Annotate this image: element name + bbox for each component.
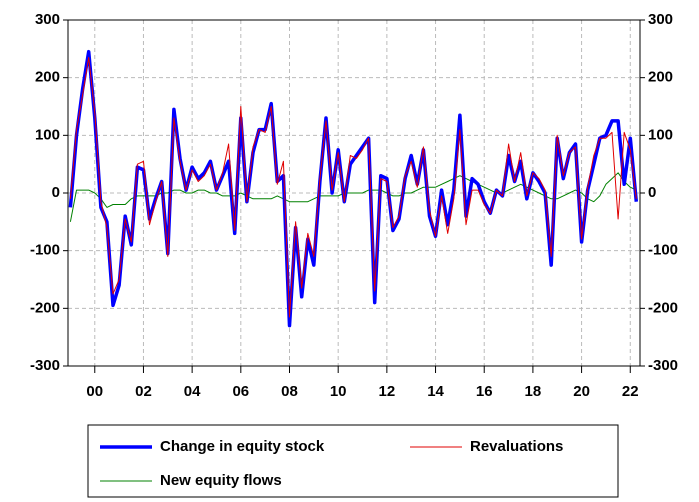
y-tick-label: -200 xyxy=(30,299,60,316)
x-tick-label: 12 xyxy=(379,383,396,400)
y2-tick-label: -100 xyxy=(648,242,678,259)
legend-label: New equity flows xyxy=(160,472,282,489)
y-tick-label: -300 xyxy=(30,357,60,374)
y-tick-label: 0 xyxy=(52,184,60,201)
y2-tick-label: -200 xyxy=(648,299,678,316)
series-line xyxy=(69,172,637,222)
y2-tick-label: 0 xyxy=(648,184,656,201)
x-tick-label: 18 xyxy=(525,383,542,400)
y2-tick-label: 300 xyxy=(648,11,673,28)
x-tick-label: 08 xyxy=(281,383,298,400)
series-line xyxy=(68,49,639,328)
x-tick-label: 22 xyxy=(622,383,639,400)
x-tick-label: 14 xyxy=(427,383,444,400)
y-tick-label: 300 xyxy=(35,11,60,28)
plot-frame xyxy=(67,19,641,367)
legend-box xyxy=(87,424,619,498)
x-tick-label: 04 xyxy=(184,383,201,400)
x-tick-label: 10 xyxy=(330,383,347,400)
y-tick-label: -100 xyxy=(30,242,60,259)
y2-tick-label: -300 xyxy=(648,357,678,374)
y-tick-label: 200 xyxy=(35,69,60,86)
series-line xyxy=(69,57,637,318)
legend-label: Change in equity stock xyxy=(160,438,325,455)
x-tick-label: 16 xyxy=(476,383,493,400)
y2-tick-label: 100 xyxy=(648,126,673,143)
y2-tick-label: 200 xyxy=(648,69,673,86)
x-tick-label: 06 xyxy=(232,383,249,400)
x-tick-label: 02 xyxy=(135,383,152,400)
y-tick-label: 100 xyxy=(35,126,60,143)
x-tick-label: 00 xyxy=(86,383,103,400)
legend-label: Revaluations xyxy=(470,438,563,455)
x-tick-label: 20 xyxy=(573,383,590,400)
